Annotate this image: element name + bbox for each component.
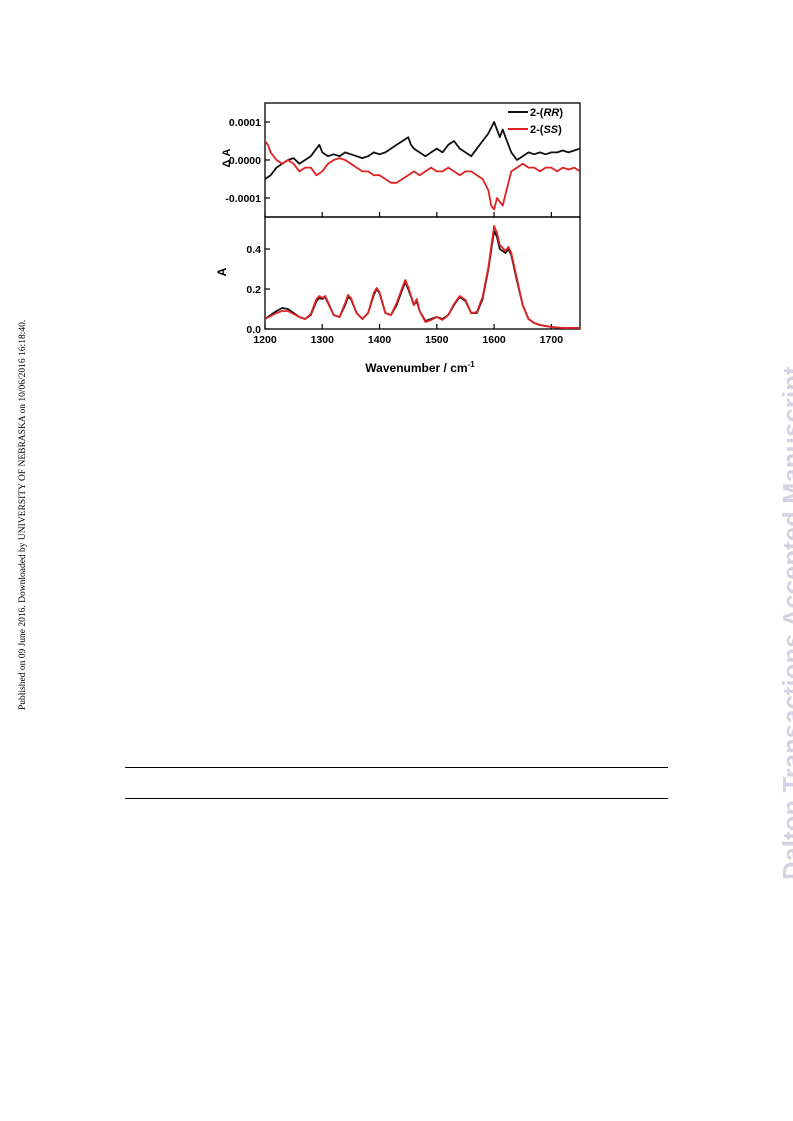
x-tick-label: 1300: [311, 334, 335, 346]
x-tick-label: 1200: [253, 334, 277, 346]
top-y-tick-label: 0.0001: [229, 117, 261, 129]
x-tick-label: 1700: [540, 334, 564, 346]
legend-label-ss: 2-(SS): [530, 124, 562, 136]
bottom-series-line-rr: [265, 230, 580, 329]
journal-watermark: Dalton Transactions Accepted Manuscript: [748, 240, 793, 880]
legend-label-italic: SS: [543, 124, 558, 136]
publication-note: Published on 09 June 2016. Downloaded by…: [6, 270, 28, 710]
bottom-series-line-ss: [265, 225, 580, 329]
bottom-y-axis-label: A: [215, 267, 229, 276]
table-rule-top: [125, 767, 668, 768]
legend-label-rr: 2-(RR): [530, 107, 563, 119]
top-plot-frame: [264, 102, 581, 218]
bottom-y-tick-label: 0.0: [246, 324, 261, 336]
x-axis-label: Wavenumber / cm-1: [365, 360, 475, 375]
x-axis-label-superscript: -1: [468, 360, 476, 369]
bottom-panel: 0.0 0.2 0.4 1200 1300 1400 1500 1600 1700: [246, 216, 581, 346]
table-rule-bottom: [125, 798, 668, 799]
legend-label-prefix: 2-(: [530, 124, 544, 136]
bottom-y-tick-label: 0.2: [246, 284, 261, 296]
ir-vcd-figure: 0.0001 0.0000 -0.0001 0.0 0.2 0.4 1200 1300 140…: [215, 102, 581, 375]
x-axis-label-text: Wavenumber / cm: [365, 361, 467, 375]
top-panel: 0.0001 0.0000 -0.0001: [225, 102, 581, 218]
top-series-line-ss: [265, 140, 580, 211]
top-y-tick-label: 0.0000: [229, 155, 261, 167]
bottom-plot-frame: [264, 216, 581, 330]
top-series-line-rr: [265, 121, 580, 180]
legend-label-suffix: ): [559, 107, 563, 119]
x-tick-label: 1500: [425, 334, 449, 346]
legend-label-prefix: 2-(: [530, 107, 544, 119]
bottom-y-tick-label: 0.4: [246, 244, 261, 256]
watermark-text: Dalton Transactions Accepted Manuscript: [779, 366, 793, 880]
publication-note-text: Published on 09 June 2016. Downloaded by…: [18, 319, 28, 710]
top-y-axis-label: Δ A: [221, 148, 233, 167]
x-tick-label: 1600: [482, 334, 506, 346]
x-tick-label: 1400: [368, 334, 392, 346]
top-y-tick-label: -0.0001: [225, 193, 261, 205]
legend-label-italic: RR: [543, 107, 559, 119]
legend-label-suffix: ): [558, 124, 562, 136]
legend: 2-(RR)2-(SS): [508, 107, 563, 136]
